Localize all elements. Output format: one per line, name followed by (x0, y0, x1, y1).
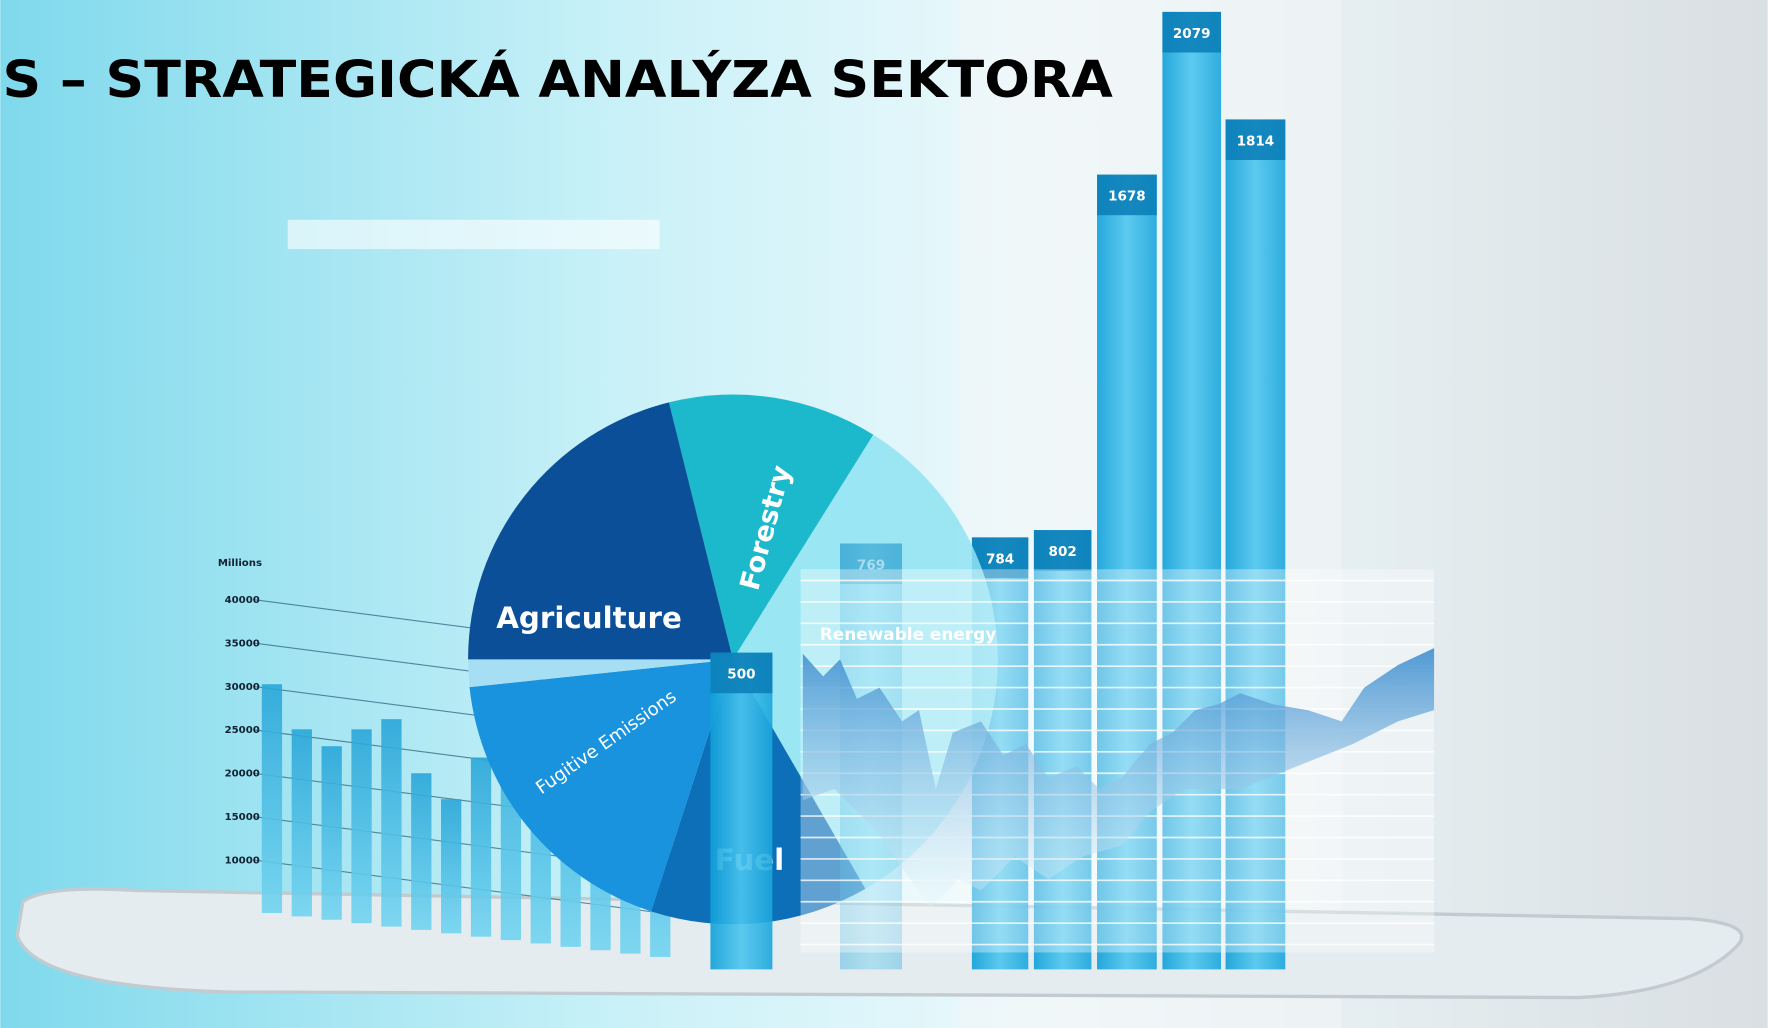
axis-tick-label: 40000 (225, 595, 260, 606)
bar-value-label: 802 (1049, 544, 1077, 560)
pie-label: Renewable energy (820, 624, 997, 644)
bar-cap (1225, 119, 1286, 161)
slice-thin (468, 659, 733, 688)
area-series (802, 648, 1435, 908)
bar-value-label: 500 (727, 667, 755, 683)
decor-bar (321, 746, 342, 920)
axis-tick-label: 30000 (225, 682, 260, 693)
area-panel: Renewable energy (800, 569, 1435, 953)
value-bar (1225, 119, 1286, 970)
pie-label: Agriculture (496, 601, 682, 635)
slice-fugitive (469, 659, 733, 912)
value-bar (710, 652, 773, 970)
value-bar (1162, 11, 1222, 970)
decor-bar (381, 719, 402, 927)
bar-value-label: 784 (986, 551, 1014, 567)
slice-agriculture (468, 402, 733, 660)
bar-cap (1097, 174, 1157, 216)
axis-tick-label: 15000 (225, 812, 260, 823)
decor-bar (470, 757, 492, 937)
bar-cap (1162, 11, 1222, 53)
decor-bar (261, 684, 283, 914)
blur-stripe (287, 219, 660, 250)
axis-tick-label: 35000 (225, 638, 260, 649)
slide-title: S – STRATEGICKÁ ANALÝZA SEKTORA (3, 48, 1113, 109)
decor-bar (441, 799, 462, 934)
axis-unit: Millions (218, 558, 262, 569)
decor-bar (291, 729, 312, 917)
axis-tick-label: 20000 (225, 769, 260, 780)
bar-cap (710, 652, 773, 694)
decor-bar (351, 729, 372, 924)
decor-bar (411, 773, 432, 930)
bar-cap (1033, 530, 1092, 571)
bar-cap (840, 543, 903, 585)
bar-value-label: 769 (857, 557, 885, 573)
bar-value-label: 1678 (1108, 189, 1146, 205)
slice-forestry (668, 394, 874, 660)
value-bar (1033, 530, 1092, 970)
bar-value-label: 2079 (1173, 26, 1211, 42)
axis-tick-label: 25000 (225, 725, 260, 736)
axis-tick-label: 10000 (225, 855, 260, 866)
bar-value-label: 1814 (1237, 133, 1275, 149)
